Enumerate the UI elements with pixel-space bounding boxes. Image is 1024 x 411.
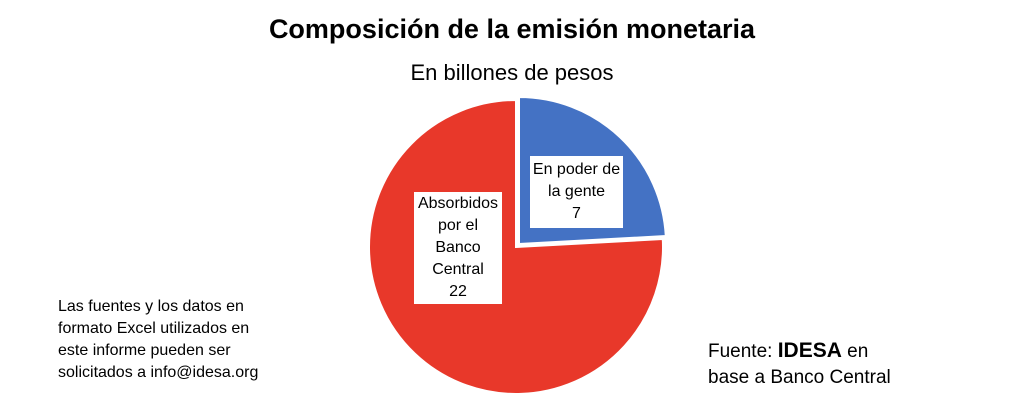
note-line: solicitados a info@idesa.org bbox=[58, 364, 259, 381]
source-suffix: en bbox=[841, 341, 869, 362]
note-line: este informe pueden ser bbox=[58, 342, 231, 359]
data-label-value: 7 bbox=[572, 205, 581, 222]
note-line: formato Excel utilizados en bbox=[58, 320, 250, 337]
data-availability-note: Las fuentes y los datos en formato Excel… bbox=[58, 296, 318, 384]
source-note: Fuente: IDESA en base a Banco Central bbox=[708, 338, 938, 391]
data-label-line: Central bbox=[432, 261, 484, 278]
data-label-line: por el bbox=[438, 217, 478, 234]
data-label: Absorbidos por el Banco Central 22 bbox=[418, 195, 498, 300]
data-label-line: Banco bbox=[435, 239, 480, 256]
data-label-line: En poder de bbox=[533, 161, 620, 178]
data-label-line: la gente bbox=[548, 183, 605, 200]
source-line-2: base a Banco Central bbox=[708, 367, 891, 388]
pie-slice bbox=[368, 98, 664, 395]
chart-title: Composición de la emisión monetaria bbox=[268, 14, 756, 44]
data-label: En poder de la gente 7 bbox=[533, 161, 620, 222]
data-label-line: Absorbidos bbox=[418, 195, 498, 212]
data-label-value: 22 bbox=[449, 283, 467, 300]
chart-subtitle: En billones de pesos bbox=[410, 60, 614, 85]
data-label-box bbox=[530, 156, 623, 228]
source-prefix: Fuente: bbox=[708, 341, 778, 362]
note-line: Las fuentes y los datos en bbox=[58, 298, 244, 315]
source-brand: IDESA bbox=[777, 339, 842, 362]
data-label-box bbox=[414, 192, 502, 304]
